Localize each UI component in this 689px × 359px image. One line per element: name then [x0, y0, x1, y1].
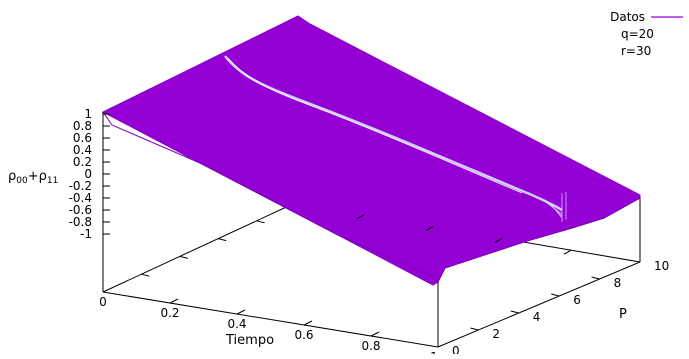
- legend-entry-q: q=20: [621, 27, 654, 41]
- surface: [101, 15, 641, 286]
- z-tick-label: -0.6: [69, 203, 92, 217]
- z-tick-label: 0: [84, 167, 92, 181]
- x-axis-label: Tiempo: [225, 333, 274, 348]
- surface-body: [101, 15, 641, 286]
- y-tick-label: 4: [533, 310, 541, 324]
- x-tick-label: 0.4: [227, 317, 246, 331]
- y-tick-mark: [510, 310, 519, 314]
- z-tick-label: 0.6: [73, 131, 92, 145]
- y-back-tick-mark: [141, 273, 150, 277]
- x-tick-label: 0.8: [361, 339, 380, 353]
- x-back-tick-mark: [425, 226, 434, 232]
- base-edge-front-right: [437, 261, 641, 348]
- legend: Datos q=20 r=30: [610, 10, 683, 58]
- y-tick-label: 10: [654, 259, 669, 273]
- x-back-tick-mark: [494, 237, 503, 243]
- z-tick-label: 0.4: [73, 143, 92, 157]
- z-tick-label: -1: [80, 227, 92, 241]
- y-tick-label: 2: [492, 327, 500, 341]
- x-tick-label: 0.2: [160, 306, 179, 320]
- base-edge-front-left: [102, 291, 439, 348]
- z-tick-label: 1: [84, 107, 92, 121]
- y-tick-mark: [470, 327, 479, 331]
- z-tick-label: 0.2: [73, 155, 92, 169]
- x-tick-mark: [303, 320, 313, 326]
- x-back-tick-mark: [563, 249, 572, 255]
- y-axis-label: P: [619, 307, 627, 322]
- legend-entry-r: r=30: [621, 44, 651, 58]
- base-edge-back-left: [102, 202, 296, 293]
- x-tick-label: 0.6: [294, 328, 313, 342]
- x-tick-mark: [370, 331, 380, 337]
- z-tick-label: -0.4: [69, 191, 92, 205]
- x-tick-mark: [236, 309, 246, 315]
- y-tick-label: 8: [614, 276, 622, 290]
- y-tick-mark: [591, 276, 600, 280]
- z-axis-label: ρ00+ρ11: [8, 169, 58, 186]
- y-tick-label: 6: [573, 293, 581, 307]
- surface-ridge-line-2: [227, 57, 523, 194]
- x-axis-ticks: 0 0.2 0.4 0.6 0.8 1: [99, 214, 572, 359]
- y-tick-mark: [551, 293, 560, 297]
- x-back-tick-mark: [356, 214, 365, 220]
- surface-ridge-mesh: [539, 192, 567, 222]
- base-front-edges: [102, 112, 641, 348]
- x-tick-label: 1: [430, 350, 438, 354]
- x-tick-mark: [169, 298, 179, 304]
- z-tick-label: -0.8: [69, 215, 92, 229]
- y-back-tick-mark: [256, 220, 265, 224]
- legend-entry-datos: Datos: [610, 10, 645, 24]
- y-tick-label: 0: [452, 344, 460, 354]
- z-axis-ticks: 10.80.60.40.20-0.2-0.4-0.6-0.8-1: [69, 107, 110, 241]
- z-tick-label: -0.2: [69, 179, 92, 193]
- z-tick-label: 0.8: [73, 119, 92, 133]
- y-back-tick-mark: [179, 255, 188, 259]
- y-axis-ticks: 0 2 4 6 8 10: [141, 220, 669, 358]
- y-back-tick-mark: [218, 238, 227, 242]
- x-tick-label: 0: [99, 295, 107, 309]
